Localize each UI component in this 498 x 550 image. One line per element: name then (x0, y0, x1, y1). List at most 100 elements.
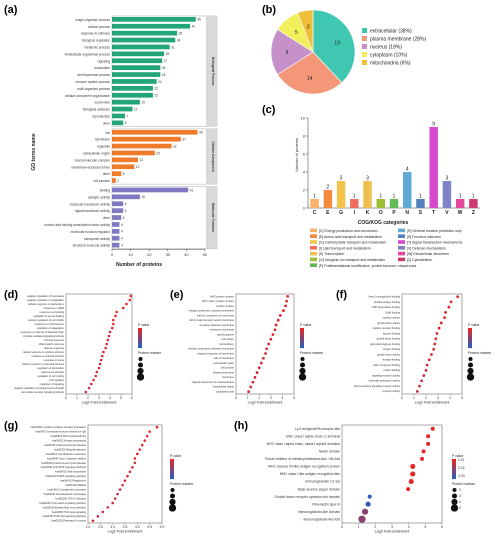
dot (116, 492, 119, 496)
legend-title-pvalue: P value (452, 454, 463, 458)
category-label: receptor binding (382, 359, 401, 362)
dot (112, 322, 115, 326)
pvalue-gradient-step (468, 340, 472, 343)
category-label: positive regulation of cell motility (28, 319, 65, 322)
category-label: hsa04060 Cytokine-cytokine receptor inte… (30, 425, 86, 429)
dot (112, 318, 115, 322)
legend-entry: [K] Transcription (319, 252, 344, 256)
x-tick-label: 1 (247, 396, 249, 400)
category-label: metabolic process (84, 46, 110, 50)
group-strip (206, 128, 217, 185)
slice-label: 3 (307, 24, 310, 30)
dot (98, 362, 102, 366)
dot (91, 519, 95, 523)
category-label: hsa05200 Pathways in cancer (51, 519, 86, 523)
category-label: Immunoglobulin-like fold (303, 517, 340, 521)
size-legend-dot (468, 357, 473, 361)
pvalue-gradient-step (138, 334, 142, 337)
pvalue-gradient-step (138, 336, 142, 339)
category-label: multicellular organismal process (65, 52, 111, 56)
dot (421, 449, 426, 454)
x-tick-label: N (405, 210, 409, 216)
category-label: Basic-leucine zipper domain (298, 487, 341, 491)
legend-entry: [R] General function prediction only (407, 229, 462, 233)
pvalue-gradient-step (452, 471, 456, 474)
data-label: 7 (127, 114, 129, 118)
data-label: 5 (123, 172, 125, 176)
legend-title-size: Protein number (468, 351, 492, 355)
x-tick-label: 6 (131, 396, 133, 400)
data-label: 6 (125, 209, 127, 213)
dot (143, 439, 147, 442)
panel-label-a: (a) (4, 4, 18, 16)
data-label: 15 (141, 195, 145, 199)
data-label: 9 (432, 122, 435, 128)
dot (286, 294, 290, 298)
panel-label-h: (h) (234, 420, 248, 432)
category-label: inflammatory response (39, 343, 65, 346)
dot (118, 488, 122, 491)
legend-swatch (362, 36, 367, 41)
category-label: membrane (222, 376, 235, 379)
bar (112, 120, 124, 126)
category-label: cytoplasmic part (216, 390, 234, 393)
legend-entry: [Z] Cytoskeleton (407, 258, 432, 262)
legend-swatch (398, 251, 405, 256)
data-label: 14 (140, 158, 144, 162)
data-label: 22 (154, 87, 158, 91)
category-label: MHC protein complex (210, 295, 235, 298)
dot (138, 448, 142, 451)
bar (455, 199, 465, 208)
group-label: Biological Process (211, 57, 215, 86)
pie-slice (312, 9, 356, 84)
category-label: reproduction (92, 115, 110, 119)
x-tick-label: 2 (374, 525, 376, 529)
category-label: negative regulation of hemostasis (27, 295, 65, 298)
bar (112, 23, 191, 29)
legend-entry: [C] Energy production and conversion (319, 229, 378, 233)
pvalue-gradient-step (452, 475, 456, 478)
x-tick-label: G (339, 210, 343, 216)
category-label: cellular response to chemical stimulus (22, 363, 65, 366)
category-label: cellular component organization (65, 94, 110, 98)
plot-frame (65, 293, 133, 395)
dot (426, 434, 431, 439)
size-legend-label: 2 (459, 488, 461, 492)
dot (430, 426, 435, 431)
legend-title-size: Protein number (300, 351, 324, 355)
legend-swatch (310, 257, 317, 262)
size-legend-dot (451, 498, 458, 506)
category-label: catalytic activity (88, 195, 111, 199)
pvalue-gradient-step (170, 475, 174, 478)
pvalue-tick-label: 0.02 (458, 466, 465, 470)
category-label: MHC class I-like antigen recognition-lik… (280, 472, 340, 476)
bar (112, 201, 124, 207)
category-label: regulation of coagulation (37, 327, 65, 330)
legend-title-pvalue: P value (170, 454, 181, 458)
legend-entry: [P] Posttranslational modification, prot… (319, 264, 417, 268)
x-tick-label: 4 (109, 396, 111, 400)
data-label: 41 (190, 188, 194, 192)
pvalue-gradient-step (452, 465, 456, 468)
dot (444, 311, 448, 314)
category-label: Immunoglobulin-like domain (298, 510, 340, 514)
x-tick-label: 50 (203, 252, 208, 257)
legend-swatch (398, 240, 405, 244)
data-label: 35 (179, 32, 183, 36)
size-legend-dot (138, 357, 143, 361)
dot (427, 358, 431, 362)
bar (112, 99, 140, 105)
category-label: hsa04672 Intestinal immune network for I… (35, 430, 86, 434)
dot (282, 309, 285, 313)
dot (420, 379, 424, 383)
y-axis-label: Number of proteins (294, 138, 299, 172)
dotplot-d: (d) negative regulation of hemostasisneg… (4, 289, 162, 405)
pie-slice (270, 29, 314, 75)
x-tick-label: 20 (147, 252, 152, 257)
category-label: growth factor activity (377, 322, 401, 325)
bar (112, 157, 139, 163)
y-tick-label: 6 (303, 152, 306, 157)
x-tick-label: 3 (270, 396, 272, 400)
pvalue-gradient-step (170, 477, 174, 480)
category-label: hsa05332 Graft-versus-host disease (44, 443, 86, 447)
